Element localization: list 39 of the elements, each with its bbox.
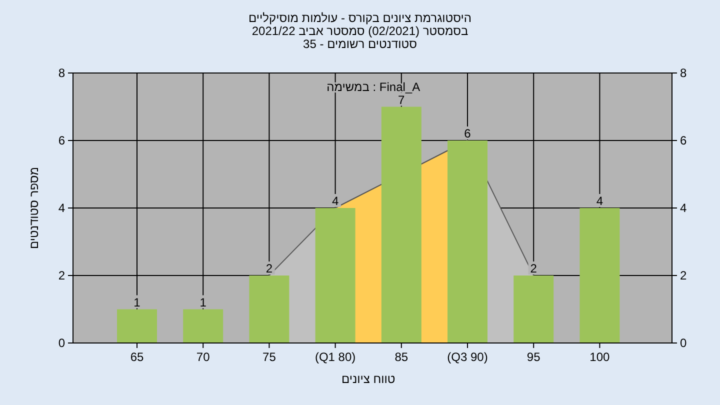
data-label: 4 [332, 194, 339, 208]
subtitle: בסמסטר (02/2021) סמסטר אביב 2021/22 [252, 24, 468, 38]
bar [448, 140, 488, 343]
tick-label: 85 [394, 350, 408, 364]
bar [315, 208, 356, 343]
tick-label: 4 [680, 201, 687, 215]
tick-label: 2 [58, 268, 65, 282]
tick-label: 65 [130, 350, 144, 364]
data-label: 7 [398, 92, 405, 107]
bar [249, 276, 290, 343]
tick-label: 2 [680, 268, 687, 282]
bar [580, 208, 620, 343]
x-axis-title: טווח ציונים [341, 372, 396, 386]
y-axis-title: מספר סטודנטים [27, 166, 41, 250]
annotation: סטודנטים רשומים - 35 [303, 37, 417, 51]
tick-label: 4 [58, 201, 65, 215]
bar [381, 106, 422, 343]
tick-label: 6 [58, 134, 65, 148]
tick-label: 70 [196, 350, 210, 364]
tick-label: 6 [680, 134, 687, 148]
tick-label: (Q1 80) [314, 350, 356, 364]
data-label: 1 [200, 295, 206, 310]
data-label: 2 [266, 262, 273, 276]
bar [117, 309, 157, 343]
tick-label: 8 [58, 66, 65, 80]
tick-label: 100 [590, 350, 610, 364]
bar [514, 276, 554, 343]
data-label: 1 [134, 295, 140, 310]
tick-label: 75 [262, 350, 276, 364]
tick-label: 0 [680, 336, 687, 350]
tick-label: (Q3 90) [447, 350, 488, 364]
data-label: 2 [530, 262, 537, 276]
title: היסטוגרמת ציונים בקורס - עולמות מוסיקליים [248, 11, 472, 25]
bar [183, 309, 224, 343]
tick-label: 8 [680, 66, 687, 80]
data-label: 4 [596, 194, 604, 208]
tick-label: 0 [58, 336, 65, 350]
tick-label: 95 [526, 350, 540, 364]
data-label: 6 [464, 126, 471, 140]
